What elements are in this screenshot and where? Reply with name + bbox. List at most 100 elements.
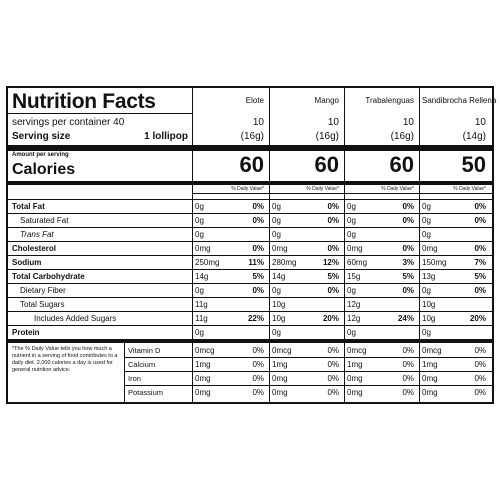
row-rule bbox=[124, 371, 492, 372]
vitamin-label: Iron bbox=[128, 374, 141, 383]
servings-per-container: servings per container 40 bbox=[12, 117, 125, 128]
vitamin-daily-value: 0% bbox=[474, 374, 486, 383]
row-rule bbox=[8, 199, 492, 200]
nutrient-amount: 0g bbox=[347, 286, 356, 295]
vitamin-daily-value: 0% bbox=[474, 360, 486, 369]
nutrient-amount: 0g bbox=[195, 216, 204, 225]
product-serving-size: (16g) bbox=[390, 131, 414, 142]
nutrient-label: Protein bbox=[12, 328, 40, 337]
vitamin-amount: 0mg bbox=[195, 374, 211, 383]
product-calories: 50 bbox=[461, 152, 486, 177]
nutrient-amount: 12g bbox=[347, 314, 361, 323]
nutrient-daily-value: 3% bbox=[402, 258, 414, 267]
nutrient-daily-value: 5% bbox=[327, 272, 339, 281]
nutrient-daily-value: 5% bbox=[474, 272, 486, 281]
nutrient-daily-value: 0% bbox=[327, 286, 339, 295]
nutrient-label: Dietary Fiber bbox=[20, 286, 66, 295]
vitamin-amount: 1mg bbox=[347, 360, 363, 369]
nutrient-amount: 13g bbox=[422, 272, 436, 281]
nutrient-daily-value: 0% bbox=[474, 202, 486, 211]
row-rule bbox=[8, 227, 492, 228]
nutrient-label: Saturated Fat bbox=[20, 216, 69, 225]
thick-rule bbox=[8, 339, 492, 343]
nutrient-daily-value: 0% bbox=[327, 202, 339, 211]
nutrient-amount: 0g bbox=[272, 202, 281, 211]
nutrient-label: Trans Fat bbox=[20, 230, 54, 239]
vitamin-amount: 0mg bbox=[195, 388, 211, 397]
serving-size-label: Serving size bbox=[12, 131, 71, 142]
nutrient-amount: 0g bbox=[347, 328, 356, 337]
vitamin-amount: 0mg bbox=[347, 374, 363, 383]
nutrient-daily-value: 0% bbox=[402, 286, 414, 295]
nutrient-daily-value: 22% bbox=[247, 314, 264, 323]
nutrient-daily-value: 0% bbox=[402, 202, 414, 211]
nutrient-amount: 0g bbox=[347, 230, 356, 239]
row-rule bbox=[124, 385, 492, 386]
nutrient-amount: 0mg bbox=[422, 244, 438, 253]
nutrient-amount: 0g bbox=[195, 202, 204, 211]
nutrient-amount: 12g bbox=[347, 300, 361, 309]
vitamin-amount: 0mg bbox=[347, 388, 363, 397]
vitamin-daily-value: 0% bbox=[402, 388, 414, 397]
calories-label: Calories bbox=[12, 161, 76, 178]
column-divider bbox=[269, 88, 270, 404]
thick-rule bbox=[8, 181, 492, 185]
vitamin-label: Vitamin D bbox=[128, 346, 161, 355]
vitamin-amount: 1mg bbox=[195, 360, 211, 369]
row-rule bbox=[8, 325, 492, 326]
nutrient-daily-value: 0% bbox=[474, 244, 486, 253]
vitamin-daily-value: 0% bbox=[402, 374, 414, 383]
row-rule bbox=[8, 241, 492, 242]
vitamin-amount: 0mcg bbox=[195, 346, 215, 355]
nutrient-amount: 0g bbox=[422, 328, 431, 337]
nutrient-amount: 0g bbox=[422, 230, 431, 239]
panel-title: Nutrition Facts bbox=[12, 90, 156, 113]
nutrient-label: Includes Added Sugars bbox=[34, 314, 117, 323]
row-rule bbox=[8, 297, 492, 298]
vitamin-daily-value: 0% bbox=[252, 374, 264, 383]
daily-value-header: % Daily Value* bbox=[453, 186, 486, 192]
vitamin-amount: 1mg bbox=[422, 360, 438, 369]
daily-value-header: % Daily Value* bbox=[306, 186, 339, 192]
nutrient-amount: 0g bbox=[272, 286, 281, 295]
serving-size-value: 1 lollipop bbox=[144, 131, 188, 142]
vitamin-daily-value: 0% bbox=[252, 346, 264, 355]
product-calories: 60 bbox=[314, 152, 339, 177]
vitamin-daily-value: 0% bbox=[327, 360, 339, 369]
product-servings: 10 bbox=[402, 117, 414, 128]
nutrient-daily-value: 0% bbox=[402, 244, 414, 253]
nutrient-amount: 0g bbox=[195, 286, 204, 295]
nutrient-daily-value: 0% bbox=[474, 286, 486, 295]
vitamin-daily-value: 0% bbox=[474, 346, 486, 355]
vitamin-label: Calcium bbox=[128, 360, 156, 369]
row-rule bbox=[124, 357, 492, 358]
vitamin-amount: 0mg bbox=[422, 388, 438, 397]
nutrient-amount: 0g bbox=[347, 202, 356, 211]
vitamin-daily-value: 0% bbox=[327, 346, 339, 355]
thick-rule bbox=[8, 145, 492, 151]
daily-value-header: % Daily Value* bbox=[231, 186, 264, 192]
nutrient-daily-value: 12% bbox=[322, 258, 339, 267]
nutrient-amount: 0g bbox=[347, 216, 356, 225]
nutrient-label: Sodium bbox=[12, 258, 42, 267]
medium-rule bbox=[193, 193, 492, 194]
nutrient-amount: 10g bbox=[272, 300, 286, 309]
vitamin-daily-value: 0% bbox=[327, 388, 339, 397]
column-divider bbox=[192, 88, 193, 404]
nutrient-daily-value: 0% bbox=[252, 286, 264, 295]
nutrient-label: Total Fat bbox=[12, 202, 45, 211]
nutrient-amount: 0mg bbox=[195, 244, 211, 253]
thick-rule bbox=[8, 113, 193, 114]
nutrient-label: Cholesterol bbox=[12, 244, 57, 253]
nutrient-amount: 14g bbox=[195, 272, 209, 281]
nutrient-amount: 0g bbox=[422, 216, 431, 225]
nutrient-daily-value: 0% bbox=[252, 216, 264, 225]
product-name: Elote bbox=[245, 96, 264, 105]
nutrient-amount: 0mg bbox=[272, 244, 288, 253]
row-rule bbox=[8, 213, 492, 214]
nutrient-amount: 0g bbox=[272, 230, 281, 239]
vitamin-daily-value: 0% bbox=[474, 388, 486, 397]
nutrition-facts-panel: Nutrition Facts servings per container 40… bbox=[6, 86, 496, 404]
row-rule bbox=[8, 283, 492, 284]
product-calories: 60 bbox=[239, 152, 264, 177]
